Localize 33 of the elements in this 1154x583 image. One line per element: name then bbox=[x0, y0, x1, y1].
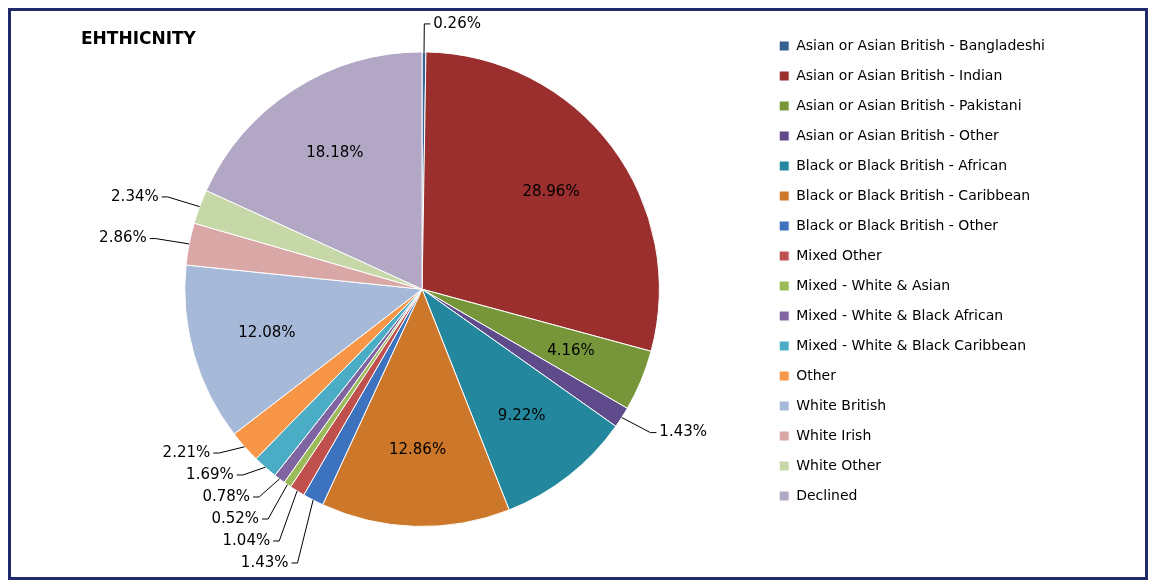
data-label: 28.96% bbox=[522, 182, 580, 201]
data-label: 2.34% bbox=[111, 186, 159, 205]
legend-label: Mixed Other bbox=[796, 246, 882, 263]
data-label: 12.08% bbox=[238, 323, 296, 342]
legend-label: Asian or Asian British - Indian bbox=[796, 66, 1003, 83]
data-label: 18.18% bbox=[306, 143, 364, 162]
data-label: 1.43% bbox=[240, 552, 289, 571]
data-label: 1.43% bbox=[659, 422, 708, 441]
data-label: 12.86% bbox=[388, 440, 447, 459]
data-label: 0.52% bbox=[211, 508, 260, 527]
data-label: 4.16% bbox=[547, 341, 595, 360]
legend-label: White British bbox=[796, 396, 887, 413]
data-label: 2.86% bbox=[99, 228, 147, 247]
text: EHTHICNITY bbox=[81, 27, 197, 48]
legend-label: Asian or Asian British - Other bbox=[796, 126, 1000, 143]
legend-label: Black or Black British - African bbox=[796, 156, 1008, 173]
data-label: 0.26% bbox=[433, 13, 481, 32]
legend-label: Mixed - White & Black Caribbean bbox=[796, 336, 1027, 353]
legend-label: Declined bbox=[796, 486, 858, 503]
legend-label: Mixed - White & Asian bbox=[796, 276, 951, 293]
legend-label: Mixed - White & Black African bbox=[796, 306, 1004, 323]
legend-label: Black or Black British - Caribbean bbox=[796, 186, 1031, 203]
data-label: 2.21% bbox=[162, 442, 211, 461]
legend-label: Black or Black British - Other bbox=[796, 216, 999, 233]
data-label: 0.78% bbox=[202, 486, 251, 505]
legend-label: Asian or Asian British - Bangladeshi bbox=[796, 36, 1046, 53]
legend-label: Asian or Asian British - Pakistani bbox=[796, 96, 1022, 113]
legend-label: White Other bbox=[796, 456, 882, 473]
data-label: 1.69% bbox=[186, 464, 234, 483]
data-label: 1.04% bbox=[222, 530, 271, 549]
legend-label: Other bbox=[796, 366, 837, 383]
legend-label: White Irish bbox=[796, 426, 872, 443]
data-label: 9.22% bbox=[497, 406, 546, 425]
